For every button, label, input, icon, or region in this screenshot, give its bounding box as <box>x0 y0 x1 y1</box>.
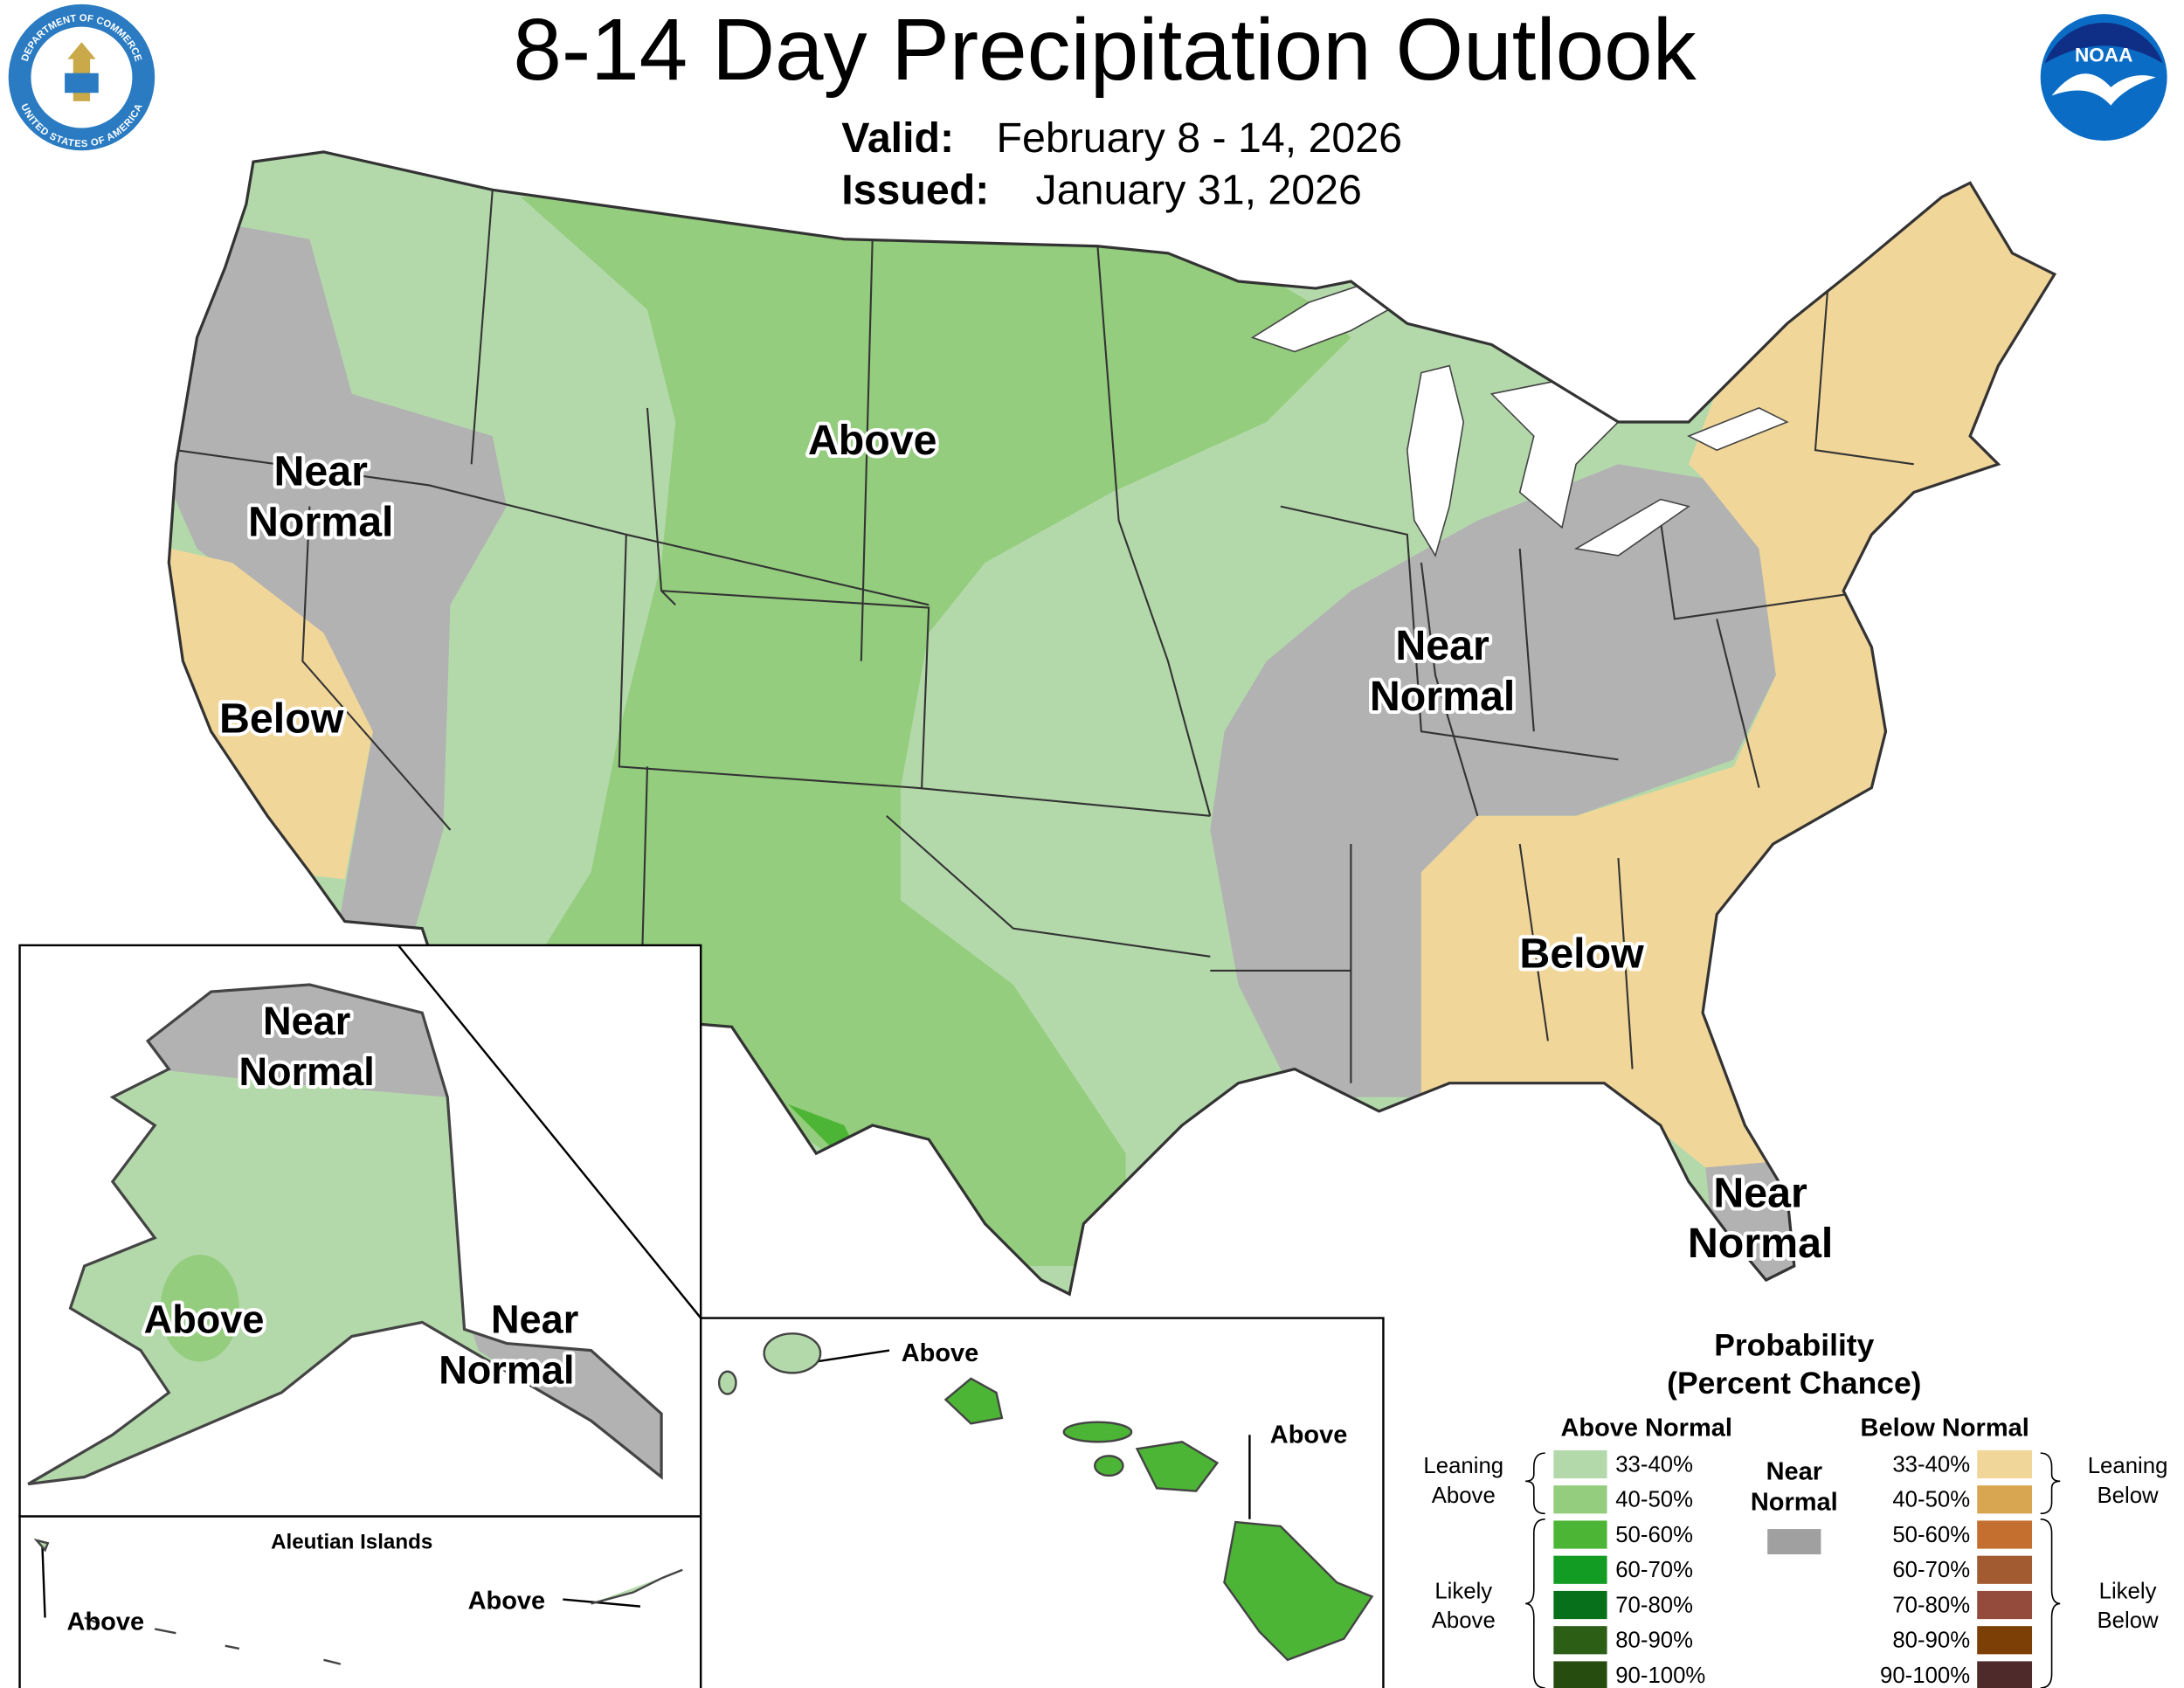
valid-dates: February 8 - 14, 2026 <box>996 114 1402 162</box>
legend-label: 90-100% <box>1615 1664 1705 1688</box>
legend-label: 70-80% <box>1615 1593 1693 1617</box>
legend-label: 33-40% <box>1615 1452 1693 1477</box>
inset-title: Aleutian Islands <box>271 1531 432 1554</box>
map-label: Above <box>808 417 937 464</box>
legend-title: Probability <box>1714 1328 1874 1363</box>
map-label: Below <box>1519 930 1644 978</box>
legend-label: 40-50% <box>1615 1488 1693 1512</box>
legend-swatch <box>1553 1555 1607 1584</box>
legend-swatch <box>1553 1449 1607 1479</box>
legend-label: 80-90% <box>1615 1629 1693 1653</box>
legend-swatch <box>1977 1590 2033 1620</box>
legend-swatch <box>1977 1449 2033 1479</box>
issued-date: January 31, 2026 <box>1036 166 1362 213</box>
legend-swatch <box>1977 1555 2033 1584</box>
commerce-seal: DEPARTMENT OF COMMERCE UNITED STATES OF … <box>8 3 156 151</box>
leader-line <box>816 1349 1251 1519</box>
legend-group-label: Below <box>2097 1484 2159 1508</box>
inset-connector <box>397 944 702 1319</box>
map-label: Below <box>219 695 344 743</box>
aleutian-islands <box>33 1538 683 1665</box>
legend-group-label: Leaning <box>1423 1454 1503 1478</box>
legend-group-label: Likely <box>1434 1579 1492 1603</box>
legend-swatch <box>1553 1520 1607 1549</box>
map-label: Above <box>1270 1421 1348 1449</box>
map-label: Above <box>144 1297 265 1341</box>
legend-swatch <box>1977 1661 2033 1688</box>
map-label: Near <box>1395 622 1489 669</box>
legend-label: 60-70% <box>1892 1558 1970 1582</box>
map-label: Above <box>67 1608 145 1636</box>
legend-group-label: Above <box>1432 1608 1496 1633</box>
hawaii-islands <box>717 1332 1374 1662</box>
legend-group-label: Likely <box>2099 1579 2157 1603</box>
legend-swatch <box>1977 1626 2033 1655</box>
legend-brace <box>2040 1452 2061 1688</box>
map-label: Above <box>468 1587 546 1615</box>
legend-heading: Above Normal <box>1560 1414 1731 1442</box>
legend-swatch <box>1977 1485 2033 1514</box>
map-label: Near <box>263 999 350 1043</box>
conus <box>169 151 2055 1295</box>
noaa-logo: NOAA <box>2040 14 2167 141</box>
legend-label: 80-90% <box>1892 1629 1970 1653</box>
issued-label: Issued: <box>841 166 989 213</box>
map-label: Normal <box>248 498 393 545</box>
legend-label: 90-100% <box>1880 1664 1970 1688</box>
legend-heading: Below Normal <box>1861 1414 2029 1442</box>
map-label: Near <box>491 1297 578 1341</box>
legend-swatch <box>1767 1529 1821 1555</box>
legend-heading: Near <box>1766 1457 1822 1485</box>
legend-swatch <box>1553 1590 1607 1620</box>
legend-heading: Normal <box>1751 1489 1838 1517</box>
legend-swatch <box>1553 1661 1607 1688</box>
legend-label: 60-70% <box>1615 1558 1693 1582</box>
legend-group-label: Below <box>2097 1608 2159 1633</box>
map-label: Normal <box>238 1049 374 1094</box>
legend-label: 50-60% <box>1615 1523 1693 1547</box>
map-label: Normal <box>1688 1220 1833 1267</box>
leader-line <box>41 1543 641 1618</box>
map-label: Normal <box>1370 673 1515 720</box>
valid-label: Valid: <box>841 114 954 162</box>
alaska-outline <box>27 983 663 1486</box>
legend-swatch <box>1553 1485 1607 1514</box>
title: 8-14 Day Precipitation Outlook <box>513 2 1697 99</box>
noaa-text: NOAA <box>2075 44 2132 66</box>
legend-label: 40-50% <box>1892 1488 1970 1512</box>
legend-label: 33-40% <box>1892 1452 1970 1477</box>
map-label: Near <box>1713 1169 1807 1216</box>
map-label: Near <box>274 447 369 495</box>
map-label: Above <box>902 1339 979 1367</box>
legend-label: 50-60% <box>1892 1523 1970 1547</box>
legend-group-label: Above <box>1432 1484 1496 1508</box>
legend-brace <box>1525 1452 1545 1688</box>
legend-swatch <box>1977 1520 2033 1549</box>
legend-group-label: Leaning <box>2088 1454 2168 1478</box>
legend-subtitle: (Percent Chance) <box>1667 1366 1921 1401</box>
legend-label: 70-80% <box>1892 1593 1970 1617</box>
legend-swatch <box>1553 1626 1607 1655</box>
map-label: Normal <box>439 1347 574 1392</box>
